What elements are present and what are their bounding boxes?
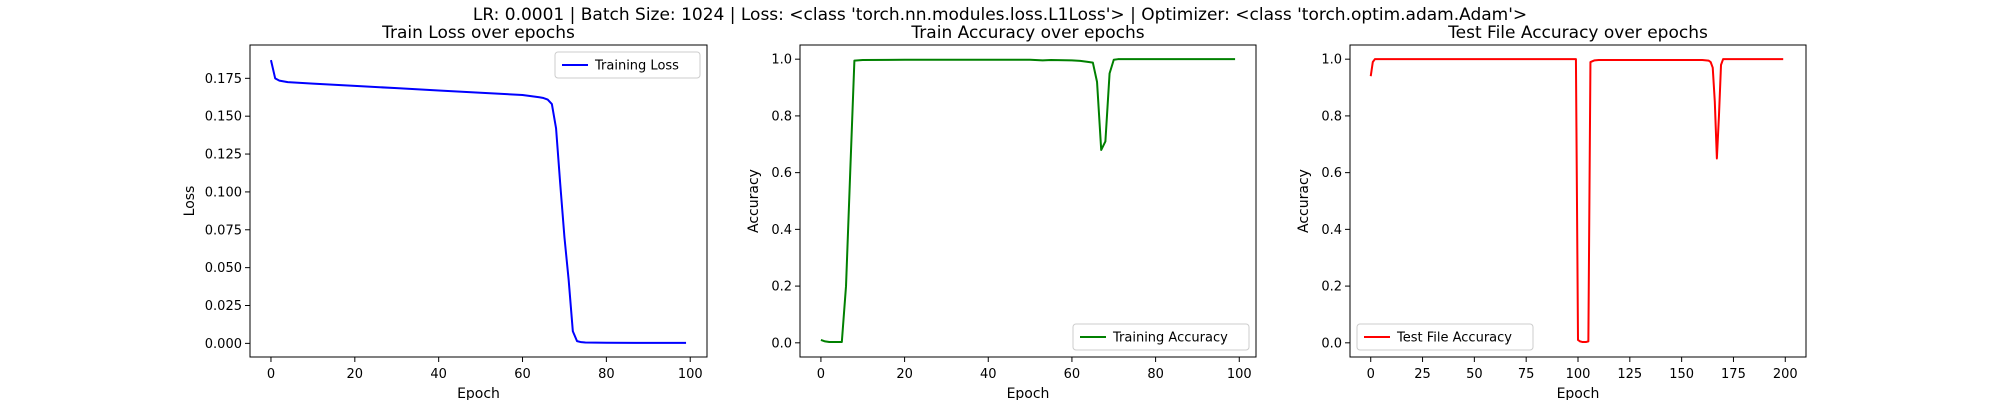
legend-training-accuracy: Training Accuracy <box>1072 323 1250 351</box>
train-accuracy-x-tick-label: 20 <box>896 367 913 382</box>
train-accuracy-axes-frame <box>799 44 1257 358</box>
train-loss-y-tick-label: 0.125 <box>205 148 242 163</box>
train-accuracy-y-tick-label: 0.6 <box>771 166 792 181</box>
train-accuracy-x-tick-label: 0 <box>817 367 825 382</box>
figure-suptitle: LR: 0.0001 | Batch Size: 1024 | Loss: <c… <box>472 5 1528 25</box>
train-loss-x-tick-label: 80 <box>598 367 615 382</box>
test-file-accuracy-x-tick-label: 175 <box>1721 367 1746 382</box>
test-file-accuracy-x-tick-label: 125 <box>1617 367 1642 382</box>
train-loss-series-line <box>269 59 687 344</box>
test-file-accuracy-y-tick-label: 0.2 <box>1321 280 1342 295</box>
test-file-accuracy-y-axis-label: Accuracy <box>1296 169 1312 233</box>
train-accuracy-chart: Train Accuracy over epochs 0 20 40 60 80 100 0.… <box>746 23 1257 400</box>
train-accuracy-x-tick-label: 100 <box>1227 367 1252 382</box>
train-loss-y-tick-label: 0.025 <box>205 299 242 314</box>
test-file-accuracy-x-tick-label: 50 <box>1466 367 1483 382</box>
legend-test-file-accuracy-label: Test File Accuracy <box>1396 331 1512 346</box>
train-loss-y-tick-label: 0.000 <box>205 337 242 352</box>
test-file-accuracy-x-tick-label: 200 <box>1773 367 1798 382</box>
legend-training-loss-label: Training Loss <box>594 59 679 74</box>
train-accuracy-y-tick-label: 0.8 <box>771 109 792 124</box>
train-loss-y-tick-label: 0.100 <box>205 185 242 200</box>
test-file-accuracy-chart: Test File Accuracy over epochs 0 25 50 75 100… <box>1296 23 1807 400</box>
test-file-accuracy-x-tick-label: 75 <box>1518 367 1535 382</box>
test-file-accuracy-y-tick-label: 0.4 <box>1321 223 1342 238</box>
test-file-accuracy-title: Test File Accuracy over epochs <box>1447 23 1708 43</box>
train-loss-axes-frame <box>249 44 708 358</box>
legend-training-accuracy-box <box>1072 323 1250 351</box>
train-loss-title: Train Loss over epochs <box>381 23 575 43</box>
test-file-accuracy-x-tick-label: 150 <box>1669 367 1694 382</box>
train-loss-y-tick-label: 0.175 <box>205 72 242 87</box>
train-accuracy-x-tick-label: 40 <box>980 367 997 382</box>
train-loss-x-tick-label: 60 <box>514 367 531 382</box>
test-file-accuracy-y-tick-label: 0.0 <box>1321 336 1342 351</box>
train-accuracy-y-tick-label: 0.4 <box>771 223 792 238</box>
legend-training-loss-box <box>554 51 701 79</box>
test-file-accuracy-y-tick-label: 0.6 <box>1321 166 1342 181</box>
train-accuracy-title: Train Accuracy over epochs <box>910 23 1144 43</box>
test-file-accuracy-x-tick-label: 100 <box>1566 367 1591 382</box>
train-loss-x-tick-label: 100 <box>678 367 703 382</box>
train-accuracy-series-line <box>820 58 1236 343</box>
legend-training-loss: Training Loss <box>554 51 701 79</box>
train-accuracy-y-tick-label: 0.0 <box>771 336 792 351</box>
test-file-accuracy-x-tick-label: 25 <box>1414 367 1431 382</box>
train-accuracy-y-tick-label: 0.2 <box>771 280 792 295</box>
train-loss-x-axis-label: Epoch <box>457 386 500 400</box>
train-accuracy-x-tick-label: 80 <box>1147 367 1164 382</box>
train-loss-x-tick-label: 20 <box>347 367 364 382</box>
train-loss-y-tick-label: 0.075 <box>205 223 242 238</box>
train-accuracy-y-axis-label: Accuracy <box>746 169 762 233</box>
legend-test-file-accuracy-box <box>1356 323 1534 351</box>
train-loss-chart: Train Loss over epochs 0 20 40 60 80 100 0.000 0… <box>182 23 708 400</box>
test-file-accuracy-series-line <box>1369 58 1784 343</box>
test-file-accuracy-x-axis-label: Epoch <box>1557 386 1600 400</box>
train-loss-y-axis-label: Loss <box>182 186 198 217</box>
legend-training-accuracy-label: Training Accuracy <box>1112 331 1228 346</box>
test-file-accuracy-y-tick-label: 0.8 <box>1321 109 1342 124</box>
train-loss-y-tick-label: 0.050 <box>205 261 242 276</box>
train-accuracy-x-axis-label: Epoch <box>1007 386 1050 400</box>
train-loss-x-tick-label: 0 <box>267 367 275 382</box>
train-loss-x-tick-label: 40 <box>430 367 447 382</box>
test-file-accuracy-y-tick-label: 1.0 <box>1321 53 1342 68</box>
train-loss-y-tick-label: 0.150 <box>205 110 242 125</box>
test-file-accuracy-x-tick-label: 0 <box>1367 367 1375 382</box>
train-accuracy-x-tick-label: 60 <box>1064 367 1081 382</box>
train-accuracy-y-tick-label: 1.0 <box>771 53 792 68</box>
legend-test-file-accuracy: Test File Accuracy <box>1356 323 1534 351</box>
